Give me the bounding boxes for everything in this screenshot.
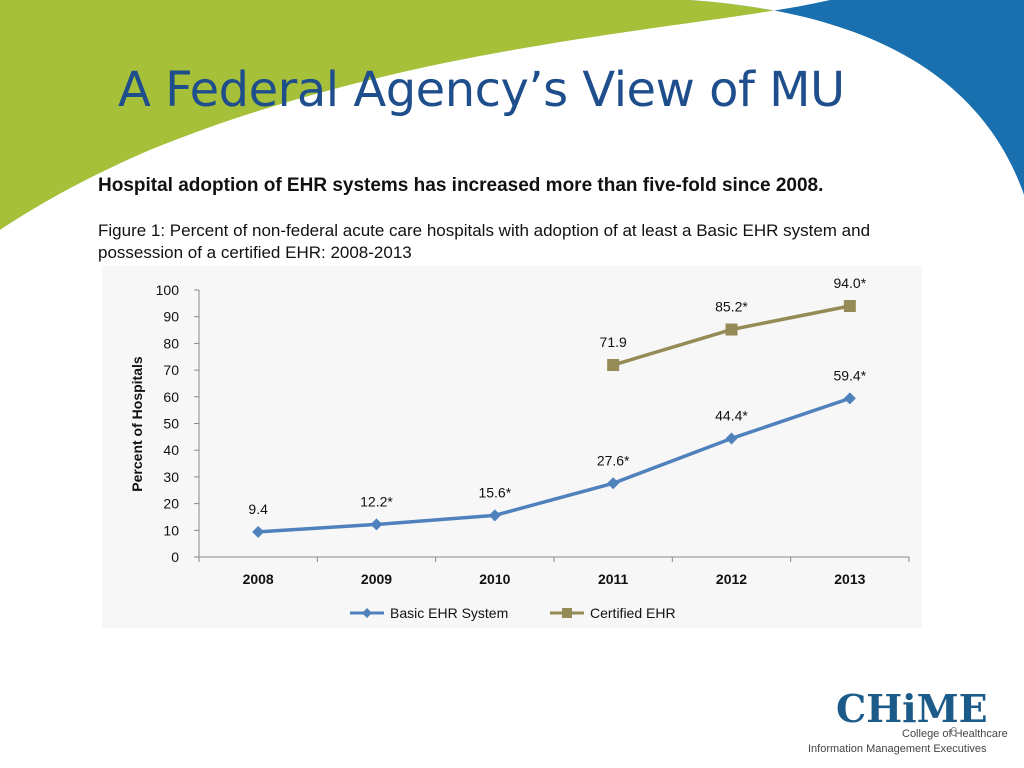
logo-wordmark: CHiME [836,686,988,731]
data-point-diamond [725,432,738,445]
data-label: 94.0* [833,275,866,291]
series-line [612,304,851,367]
y-axis: 0 10 20 30 40 50 60 70 80 90 100 [156,282,200,565]
data-label: 59.4* [833,367,866,383]
y-tick-label: 100 [156,282,180,298]
y-tick-label: 10 [163,522,179,538]
data-point-diamond [370,518,383,531]
x-axis: 2008 2009 2010 2011 2012 2013 [198,556,910,587]
x-tick-label: 2011 [598,571,629,587]
chart-legend: Basic EHR System Certified EHR [350,605,676,621]
data-point-diamond [843,392,856,405]
series-line [258,396,851,534]
y-tick-label: 20 [163,496,179,512]
x-tick-label: 2009 [361,571,392,587]
legend-label: Basic EHR System [390,605,508,621]
y-tick-label: 30 [163,469,179,485]
data-point-diamond [488,509,501,522]
data-label: 27.6* [597,452,630,468]
slide-title: A Federal Agency’s View of MU [118,62,845,118]
y-tick-label: 90 [163,309,179,325]
y-tick-label: 80 [163,335,179,351]
y-tick-label: 40 [163,442,179,458]
logo-subtitle-line2: Information Management Executives [808,743,987,755]
x-tick-label: 2008 [243,571,274,587]
data-point-diamond [252,525,265,538]
data-point-square [725,323,738,336]
y-tick-label: 60 [163,389,179,405]
y-axis-label: Percent of Hospitals [129,356,145,492]
green-wave-shape [0,0,830,230]
y-tick-label: 0 [171,549,179,565]
legend-marker-diamond [362,608,372,618]
y-tick-label: 70 [163,362,179,378]
blue-wave-shape [690,0,1024,195]
chart-headline: Hospital adoption of EHR systems has inc… [98,175,824,196]
logo-subtitle-line1: College of Healthcare [902,728,1008,740]
chime-logo: CHiME College of Healthcare Information … [800,686,1010,762]
data-label: 44.4* [715,407,748,423]
data-label: 85.2* [715,299,748,315]
data-point-square [843,300,856,313]
data-label: 15.6* [478,484,511,500]
data-label: 9.4 [248,501,268,517]
x-tick-label: 2013 [834,571,865,587]
x-tick-label: 2012 [716,571,747,587]
data-label: 12.2* [360,493,393,509]
data-point-diamond [607,477,620,490]
data-label: 71.9 [600,334,627,350]
series-lines: 9.4 12.2* 15.6* 27.6* 44.4* 59.4* 71.9 85.2* 94.… [248,275,867,538]
figure-caption: Figure 1: Percent of non-federal acute c… [98,221,871,262]
y-tick-label: 50 [163,416,179,432]
legend-label: Certified EHR [590,605,676,621]
data-point-square [607,359,620,372]
legend-marker-square [562,608,572,618]
slide-number: 6 [950,724,958,739]
x-tick-label: 2010 [479,571,510,587]
